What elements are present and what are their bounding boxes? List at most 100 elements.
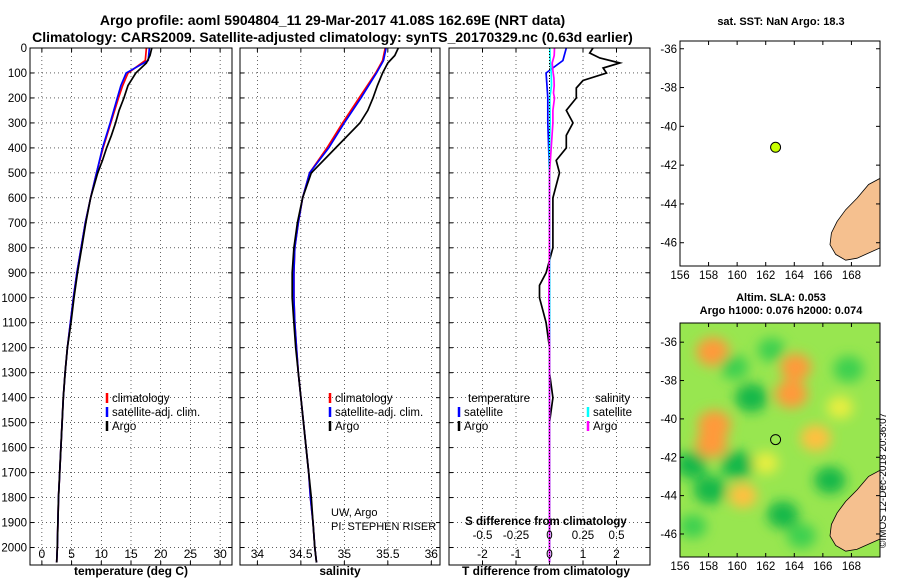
sla-map: 156 158 160 162 164 166 168 -36 -38 -40 -42 -44 -46 <box>660 322 881 573</box>
sla-anomaly-blob <box>728 483 758 508</box>
x-tick-label: 0 <box>546 547 553 561</box>
map-x-tick-label: 158 <box>699 270 718 282</box>
map-frame <box>679 40 881 267</box>
sst-map: 156 158 160 162 164 166 168 -36 -38 -40 -42 -44 -46 <box>660 40 881 282</box>
plot-frame <box>239 47 441 566</box>
y-tick-label: 1800 <box>1 493 27 505</box>
legend-label: climatology <box>112 393 170 405</box>
y-tick-label: 1500 <box>1 418 27 430</box>
sla-anomaly-blob <box>786 523 816 549</box>
map-y-tick-label: -46 <box>660 238 677 250</box>
map-y-tick-label: -44 <box>660 491 677 503</box>
land-new-zealand <box>829 469 880 552</box>
map-y-tick-label: -44 <box>660 199 677 211</box>
map-x-tick-label: 164 <box>785 270 805 282</box>
map-x-tick-label: 156 <box>670 561 689 573</box>
legend-title-salinity: salinity <box>595 393 630 405</box>
land-new-zealand <box>829 177 880 261</box>
series-climatology <box>55 47 148 563</box>
argo-float-marker <box>770 141 782 153</box>
temperature-profile: 0 5 10 15 20 25 300100200300400500600700800900… <box>1 43 233 578</box>
sla-blobs <box>680 337 864 549</box>
x-tick-label: 15 <box>124 547 138 561</box>
map-x-tick-label: 162 <box>756 270 775 282</box>
sla-anomaly-blob <box>826 395 854 419</box>
salinity-profile: 34 34.5 35 35.5 36 salinity UW, Argo PI: STEPHE… <box>239 47 441 578</box>
series-s-argo <box>547 47 556 563</box>
y-tick-label: 500 <box>8 168 27 180</box>
sla-anomaly-blob <box>693 475 727 505</box>
figure-title-line-2: Climatology: CARS2009. Satellite-adjuste… <box>32 29 633 45</box>
x-tick-label: 35 <box>338 547 352 561</box>
series-climatology <box>293 47 387 563</box>
legend-label: Argo <box>464 421 488 433</box>
map-y-tick-label: -42 <box>660 160 677 172</box>
x-axis-label: temperature (deg C) <box>74 564 188 578</box>
x-tick-label: 5 <box>68 547 75 561</box>
sla-anomaly-blob <box>734 383 768 413</box>
map-y-tick-label: -40 <box>660 121 677 133</box>
map-x-tick-label: 156 <box>670 270 689 282</box>
map-y-tick-label: -36 <box>660 337 677 349</box>
x-tick-label: 34.5 <box>289 547 313 561</box>
y-tick-label: 400 <box>8 143 27 155</box>
y-tick-label: 1400 <box>1 393 27 405</box>
y-tick-label: 1300 <box>1 368 27 380</box>
map-y-tick-label: -38 <box>660 376 677 388</box>
y-tick-label: 300 <box>8 118 27 130</box>
map-x-tick-label: 158 <box>699 561 718 573</box>
sla-anomaly-blob <box>680 514 707 539</box>
sla-anomaly-blob <box>814 466 846 495</box>
y-tick-label: 1600 <box>1 443 27 455</box>
y-tick-label: 200 <box>8 93 27 105</box>
map-frame <box>679 322 881 558</box>
x-tick-label: 25 <box>184 547 198 561</box>
x2-tick-label: 0 <box>546 530 552 542</box>
legend-label: satellite-adj. clim. <box>112 407 200 419</box>
series-t-argo <box>538 47 624 563</box>
legend-label: satellite-adj. clim. <box>335 407 423 419</box>
y-tick-label: 1700 <box>1 468 27 480</box>
x-tick-label: 20 <box>154 547 168 561</box>
x-tick-label: 2 <box>613 547 620 561</box>
map-x-tick-label: 162 <box>756 561 775 573</box>
argo-float-marker <box>770 434 782 446</box>
sla-anomaly-blob <box>695 430 728 458</box>
x2-tick-label: 0.5 <box>609 530 625 542</box>
map-x-tick-label: 166 <box>813 561 832 573</box>
figure-title-line-1: Argo profile: aoml 5904804_11 29-Mar-201… <box>99 12 566 28</box>
x-tick-label: 0 <box>39 547 46 561</box>
legend-label: Argo <box>112 421 136 433</box>
plot-frame <box>29 47 233 566</box>
sla-anomaly-blob <box>775 379 808 409</box>
x2-tick-label: -0.25 <box>503 530 529 542</box>
x-tick-label: 10 <box>95 547 109 561</box>
y-tick-label: 800 <box>8 243 27 255</box>
y-tick-label: 600 <box>8 193 27 205</box>
x-tick-label: 34 <box>251 547 265 561</box>
x2-tick-label: 0.25 <box>572 530 594 542</box>
map-x-tick-label: 160 <box>728 270 747 282</box>
legend-label: Argo <box>593 421 617 433</box>
map-x-tick-label: 168 <box>842 561 861 573</box>
map-y-tick-label: -42 <box>660 452 677 464</box>
map-x-tick-label: 164 <box>785 561 805 573</box>
map-y-tick-label: -40 <box>660 414 677 426</box>
sla-anomaly-blob <box>680 451 708 479</box>
series-argo <box>55 47 153 563</box>
x-tick-label: 1 <box>580 547 587 561</box>
legend-title-temperature: temperature <box>468 393 530 405</box>
annotation-pi: PI: STEPHEN RISER <box>331 521 436 533</box>
map-y-tick-label: -36 <box>660 44 677 56</box>
y-tick-label: 1900 <box>1 518 27 530</box>
x2-axis-label: S difference from climatology <box>465 516 627 528</box>
legend-label: climatology <box>335 393 393 405</box>
x-tick-label: -1 <box>511 547 522 561</box>
y-tick-label: 100 <box>8 68 27 80</box>
sla-anomaly-blob <box>752 451 779 475</box>
map-y-tick-label: -38 <box>660 83 677 95</box>
map-content <box>829 177 880 261</box>
sla-anomaly-blob <box>780 353 812 381</box>
sla-map-title-line-1: Altim. SLA: 0.053 <box>736 292 826 304</box>
